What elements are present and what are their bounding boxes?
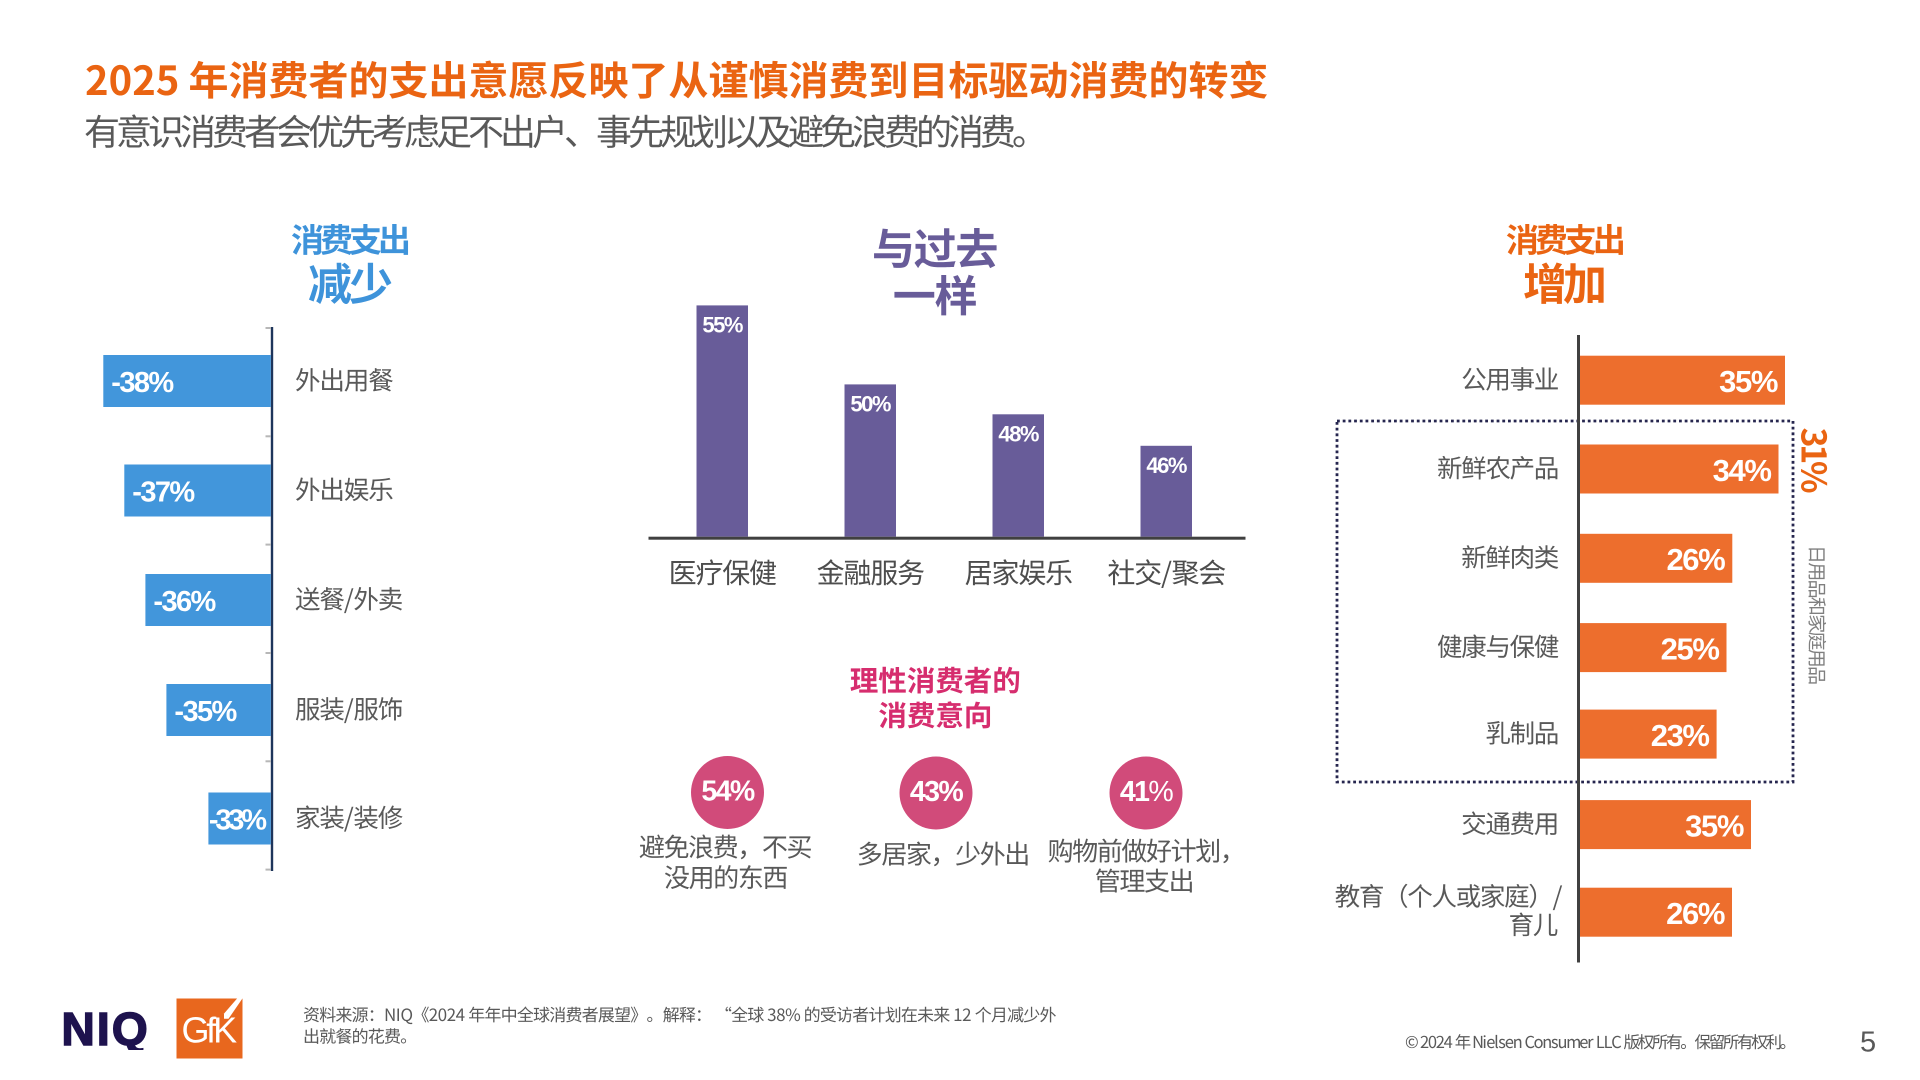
svg-text:26%: 26% [1666, 542, 1725, 577]
svg-text:35%: 35% [1719, 364, 1778, 399]
svg-text:43%: 43% [910, 776, 964, 808]
svg-text:NIQ: NIQ [62, 1003, 150, 1055]
svg-text:35%: 35% [1685, 808, 1744, 843]
svg-text:48%: 48% [998, 421, 1038, 446]
svg-text:50%: 50% [850, 391, 890, 416]
svg-text:41%: 41% [1120, 776, 1174, 808]
svg-text:-33%: -33% [209, 805, 267, 837]
svg-text:-35%: -35% [174, 696, 237, 728]
svg-text:54%: 54% [701, 776, 755, 808]
svg-text:34%: 34% [1713, 453, 1772, 488]
svg-text:-37%: -37% [132, 477, 195, 509]
svg-text:5: 5 [1860, 1027, 1876, 1059]
svg-text:-36%: -36% [153, 586, 216, 618]
svg-text:25%: 25% [1661, 631, 1720, 666]
svg-text:26%: 26% [1666, 896, 1725, 931]
svg-text:-38%: -38% [111, 367, 174, 399]
svg-text:GfK: GfK [182, 1010, 238, 1051]
svg-text:23%: 23% [1651, 718, 1710, 753]
svg-text:55%: 55% [702, 312, 742, 337]
svg-text:46%: 46% [1146, 453, 1186, 478]
